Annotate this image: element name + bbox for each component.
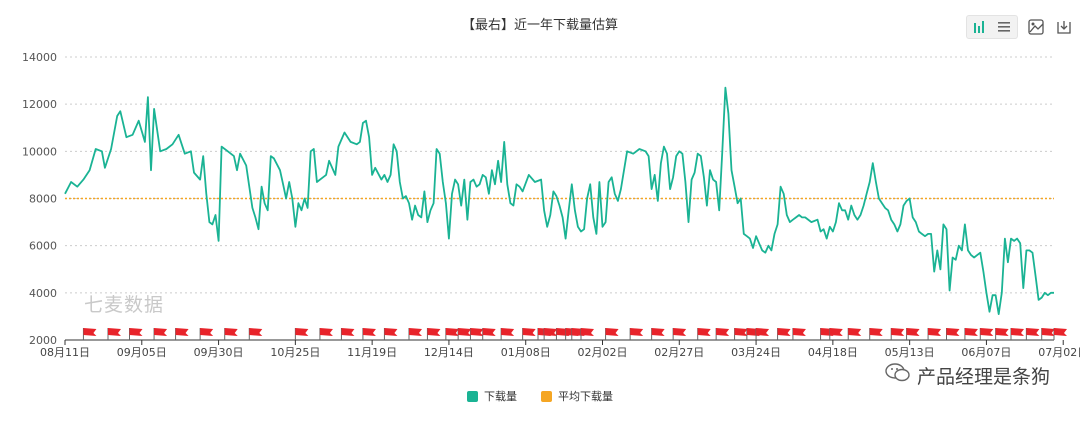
- event-flag-icon: [457, 328, 472, 340]
- event-flag-icon: [629, 328, 644, 340]
- save-image-icon[interactable]: [1026, 17, 1046, 37]
- event-flag-icon: [651, 328, 665, 340]
- event-flag-icon: [500, 328, 515, 340]
- x-tick-label: 12月14日: [424, 346, 474, 359]
- download-line: [64, 86, 1054, 315]
- legend-swatch-average: [541, 390, 552, 402]
- x-tick-label: 07月02日: [1038, 346, 1080, 359]
- x-tick-label: 05月13日: [885, 346, 935, 359]
- event-flag-icon: [715, 328, 730, 340]
- y-tick-label: 4000: [29, 287, 57, 300]
- event-flag-icon: [946, 328, 960, 340]
- event-flag-icon: [995, 328, 1009, 340]
- legend-label-average: 平均下载量: [558, 390, 613, 403]
- event-flag-icon: [734, 328, 748, 340]
- event-flag-icon: [792, 328, 806, 340]
- x-axis: 08月11日 09月05日 09月30日 10月25日 11月19日 12月14日 01月0…: [40, 339, 1080, 359]
- event-flag-icon: [426, 328, 441, 340]
- event-flag-icon: [543, 328, 558, 340]
- event-flag-icon: [1053, 328, 1067, 340]
- event-flag-icon: [755, 328, 770, 340]
- y-tick-label: 6000: [29, 240, 57, 253]
- chart-type-switch: [966, 15, 1018, 39]
- event-flag-icon: [697, 328, 711, 340]
- event-flag-icon: [362, 328, 376, 340]
- event-flag-icon: [777, 328, 791, 340]
- event-flag-icon: [408, 328, 422, 340]
- list-icon[interactable]: [994, 17, 1014, 37]
- event-flag-icon: [445, 328, 459, 340]
- event-flag-icon: [672, 328, 687, 340]
- watermark-text: 七麦数据: [84, 294, 165, 316]
- event-flag-icon: [869, 328, 883, 340]
- chart-legend: 下载量 平均下载量: [0, 388, 1080, 404]
- wechat-account-name: 产品经理是条狗: [916, 366, 1050, 388]
- x-tick-label: 03月24日: [731, 346, 781, 359]
- event-flag-icon: [580, 328, 594, 340]
- y-tick-label: 12000: [22, 98, 57, 111]
- chart-title: 【最右】近一年下载量估算: [461, 18, 618, 33]
- legend-item-downloads[interactable]: 下载量: [467, 388, 517, 404]
- event-flag-icon: [129, 328, 143, 340]
- event-flag-icon: [522, 328, 536, 340]
- x-tick-label: 04月18日: [808, 346, 858, 359]
- event-flag-icon: [383, 328, 398, 340]
- wechat-caption: 产品经理是条狗: [885, 362, 1050, 389]
- legend-item-average[interactable]: 平均下载量: [541, 388, 613, 404]
- event-flag-icon: [1010, 328, 1024, 340]
- event-flag-icon: [927, 328, 942, 340]
- y-tick-label: 14000: [22, 51, 57, 64]
- event-flag-icon: [906, 328, 920, 340]
- x-tick-label: 02月02日: [578, 346, 628, 359]
- event-flag-icon: [482, 328, 496, 340]
- event-flag-icon: [319, 328, 333, 340]
- event-flag-icon: [224, 328, 238, 340]
- download-icon[interactable]: [1054, 17, 1074, 37]
- bar-chart-icon[interactable]: [970, 17, 990, 37]
- event-flag-icon: [847, 328, 862, 340]
- legend-swatch-downloads: [467, 390, 478, 402]
- legend-label-downloads: 下载量: [484, 390, 517, 403]
- event-flag-icon: [890, 328, 905, 340]
- x-tick-label: 09月30日: [194, 346, 244, 359]
- y-tick-label: 10000: [22, 145, 57, 158]
- x-tick-label: 02月27日: [654, 346, 704, 359]
- grid-lines: [65, 56, 1054, 294]
- event-flag-icon: [469, 328, 484, 340]
- chart-toolbar: [966, 15, 1074, 39]
- event-flag-icon: [294, 328, 309, 340]
- event-flag-icon: [199, 328, 214, 340]
- y-tick-label: 2000: [29, 334, 57, 347]
- event-flag-icon: [340, 328, 355, 340]
- x-tick-label: 09月05日: [117, 346, 167, 359]
- x-tick-label: 06月07日: [961, 346, 1011, 359]
- event-flag-icon: [82, 328, 97, 340]
- event-flag-icon: [829, 328, 843, 340]
- event-flag-icon: [107, 328, 121, 340]
- y-axis: 2000 4000 6000 8000 10000 12000 14000: [22, 51, 57, 347]
- event-flag-icon: [605, 328, 619, 340]
- series-layer: [64, 86, 1054, 315]
- event-flag-icon: [964, 328, 978, 340]
- event-flag-icon: [1025, 328, 1040, 340]
- x-tick-label: 11月19日: [347, 346, 397, 359]
- y-tick-label: 8000: [29, 193, 57, 206]
- event-flag-icon: [1041, 328, 1055, 340]
- event-flag-icon: [153, 328, 168, 340]
- x-tick-label: 10月25日: [270, 346, 320, 359]
- x-tick-label: 01月08日: [501, 346, 551, 359]
- event-flags: [82, 328, 1067, 340]
- event-flag-icon: [175, 328, 189, 340]
- event-flag-icon: [979, 328, 994, 340]
- event-flag-icon: [248, 328, 263, 340]
- x-tick-label: 08月11日: [40, 346, 90, 359]
- wechat-icon: [885, 362, 911, 389]
